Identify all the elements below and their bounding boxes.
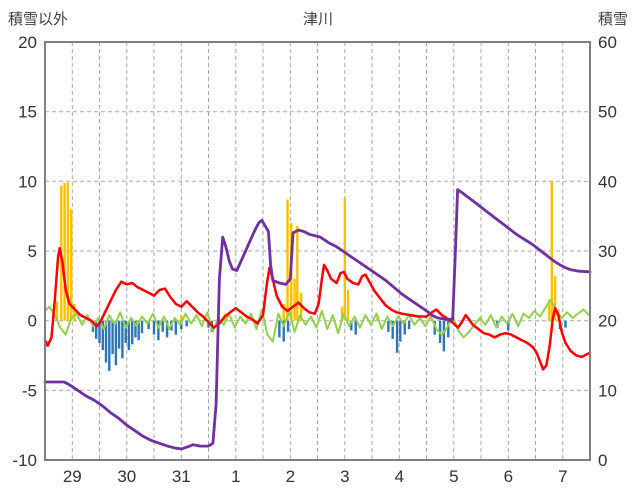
svg-text:20: 20 [598, 312, 617, 331]
svg-text:10: 10 [598, 381, 617, 400]
svg-text:0: 0 [598, 451, 607, 470]
svg-text:15: 15 [18, 103, 37, 122]
svg-text:1: 1 [231, 467, 240, 486]
svg-text:20: 20 [18, 33, 37, 52]
svg-text:60: 60 [598, 33, 617, 52]
svg-text:5: 5 [28, 242, 37, 261]
svg-text:4: 4 [395, 467, 404, 486]
svg-text:-10: -10 [12, 451, 37, 470]
svg-text:30: 30 [117, 467, 136, 486]
station-title: 津川 [302, 11, 333, 28]
svg-text:0: 0 [28, 312, 37, 331]
svg-text:40: 40 [598, 172, 617, 191]
svg-text:50: 50 [598, 103, 617, 122]
svg-text:6: 6 [504, 467, 513, 486]
svg-text:31: 31 [172, 467, 191, 486]
right-axis-title: 積雪 [597, 11, 628, 28]
svg-text:2: 2 [286, 467, 295, 486]
svg-text:30: 30 [598, 242, 617, 261]
svg-text:10: 10 [18, 172, 37, 191]
svg-text:-5: -5 [22, 381, 37, 400]
svg-text:5: 5 [449, 467, 458, 486]
left-axis-title: 積雪以外 [8, 11, 69, 28]
svg-text:3: 3 [340, 467, 349, 486]
svg-text:7: 7 [558, 467, 567, 486]
svg-text:29: 29 [63, 467, 82, 486]
